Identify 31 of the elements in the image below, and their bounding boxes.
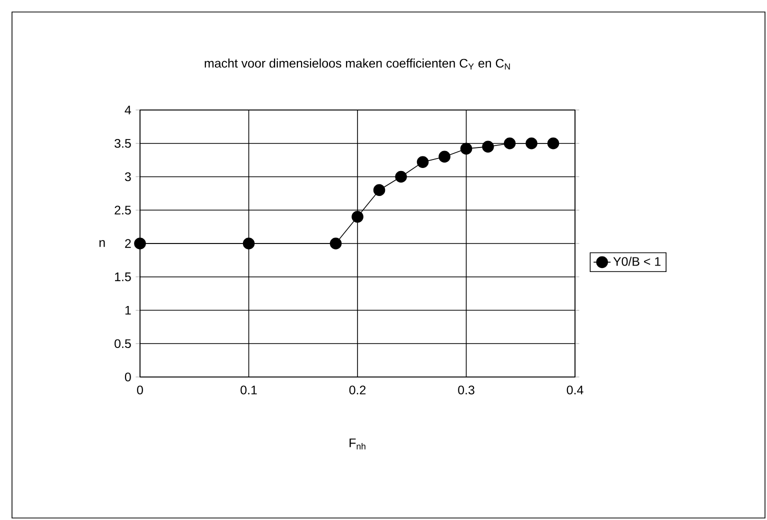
point (395, 170, 407, 183)
y-tick-label: 2.5 (114, 206, 131, 215)
point (242, 238, 255, 250)
y-tick-label: 1.5 (115, 272, 131, 282)
point (504, 137, 516, 150)
y-tick-label: 0.5 (114, 339, 131, 348)
point (416, 156, 429, 168)
point (526, 137, 538, 150)
x-tick-label: 0 (137, 386, 143, 394)
point (547, 137, 560, 150)
legend-label: Y0/B < 1 (613, 256, 660, 266)
point (134, 238, 146, 250)
y-tick-label: 0 (124, 372, 131, 382)
chart-title: macht voor dimensieloos maken coefficienten C$_{Y}$ en C$_{N}$ (204, 58, 510, 70)
x-tick-label: 0.1 (240, 386, 257, 394)
y-tick-label: 3 (124, 172, 131, 182)
point (352, 210, 364, 223)
y-axis-title: n (100, 240, 105, 247)
point (438, 150, 450, 163)
x-tick-label: 0.2 (349, 386, 366, 394)
y-tick-label: 4 (124, 106, 132, 114)
point (330, 238, 342, 250)
y-tick-label: 3.5 (114, 138, 131, 148)
y-tick-label: 2 (125, 239, 131, 248)
point (373, 184, 386, 196)
x-tick-label: 0.3 (458, 386, 474, 394)
point (482, 140, 494, 153)
x-tick-label: 0.4 (566, 386, 584, 394)
x-axis-title: F$_{nh}$ (350, 438, 366, 450)
y-tick-label: 1 (125, 306, 131, 315)
point (460, 142, 472, 155)
